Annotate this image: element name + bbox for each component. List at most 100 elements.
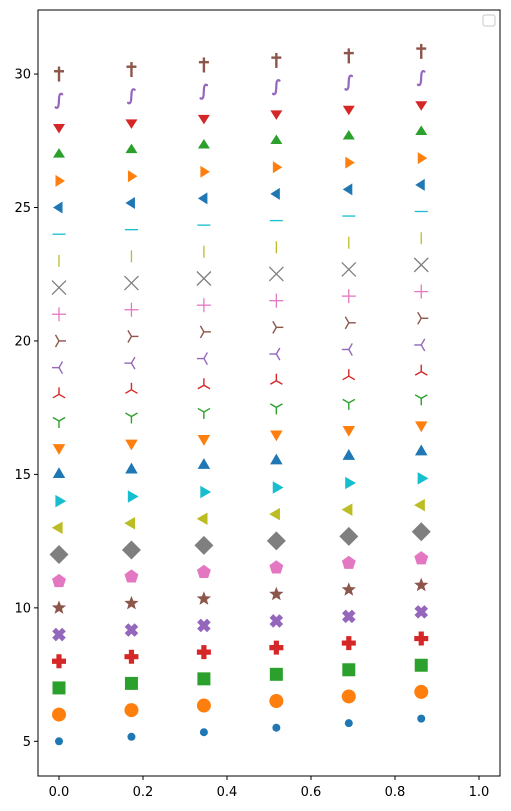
point-plus-filled-1 <box>124 649 139 664</box>
point-tri-down-0 <box>52 416 66 429</box>
data-marks <box>49 43 431 746</box>
point-plus-0 <box>52 307 66 322</box>
point-diamond-5 <box>411 522 431 542</box>
point-point-4 <box>344 719 353 728</box>
point-x-filled-2 <box>197 618 211 633</box>
point-caret-down-3 <box>270 110 283 120</box>
point-triangle-left-1 <box>124 517 136 530</box>
point-triangle-left-4 <box>341 503 353 516</box>
point-tri-down-5 <box>414 394 428 406</box>
x-tick-label: 0.0 <box>49 785 70 800</box>
point-caret-right-4 <box>345 156 355 169</box>
point-caret-left-4 <box>342 183 353 196</box>
point-point-0 <box>55 737 63 746</box>
point-tri-right-5 <box>417 311 429 325</box>
point-square-0 <box>52 681 66 695</box>
point-caret-left-3 <box>270 187 280 200</box>
point-star-4 <box>341 582 356 596</box>
legend-box <box>482 14 496 27</box>
point-integral-4 <box>344 74 354 91</box>
point-triangle-down-4 <box>342 425 356 437</box>
point-dagger-4 <box>343 48 354 64</box>
point-tri-up-2 <box>197 378 211 390</box>
point-tri-left-4 <box>341 343 353 356</box>
point-pentagon-3 <box>269 560 284 574</box>
point-x-0 <box>51 280 67 296</box>
point-x-2 <box>196 271 212 286</box>
point-tri-up-3 <box>269 373 283 385</box>
point-caret-up-4 <box>342 129 355 140</box>
point-star-3 <box>269 586 284 601</box>
point-diamond-2 <box>194 535 214 555</box>
point-plus-filled-4 <box>341 636 356 651</box>
point-x-1 <box>123 275 139 291</box>
point-caret-up-2 <box>197 139 210 149</box>
point-triangle-right-2 <box>200 485 212 499</box>
point-integral-1 <box>126 88 136 105</box>
point-tri-left-3 <box>269 347 281 361</box>
point-x-filled-3 <box>269 614 284 628</box>
point-pentagon-2 <box>196 564 211 578</box>
point-tri-right-1 <box>127 330 139 343</box>
point-triangle-up-0 <box>52 467 66 478</box>
point-caret-down-5 <box>415 101 428 111</box>
point-triangle-right-3 <box>272 481 284 494</box>
x-tick-label: 0.8 <box>385 785 406 800</box>
point-plus-filled-2 <box>196 645 211 660</box>
point-tri-left-0 <box>52 361 64 375</box>
point-caret-down-1 <box>125 119 138 129</box>
point-circle-4 <box>341 689 356 704</box>
point-triangle-down-2 <box>197 435 211 446</box>
point-pentagon-4 <box>341 555 356 569</box>
point-tri-left-1 <box>124 356 136 370</box>
point-dagger-3 <box>271 52 282 68</box>
point-tri-up-1 <box>125 382 138 394</box>
plot-frame <box>37 9 501 777</box>
point-square-1 <box>124 676 138 690</box>
point-caret-down-0 <box>53 123 65 134</box>
y-tick-label: 10 <box>14 601 31 616</box>
point-triangle-down-0 <box>52 444 66 455</box>
point-triangle-down-5 <box>415 421 428 433</box>
point-x-4 <box>341 261 357 277</box>
point-circle-0 <box>52 707 66 722</box>
point-dagger-5 <box>416 43 427 59</box>
point-diamond-0 <box>49 544 69 564</box>
point-plus-3 <box>269 293 284 308</box>
point-triangle-up-1 <box>125 462 138 474</box>
point-dagger-0 <box>54 66 64 82</box>
y-tick-label: 25 <box>14 201 31 216</box>
y-tick-label: 30 <box>14 68 31 83</box>
point-caret-right-0 <box>55 174 65 187</box>
point-caret-left-2 <box>197 192 208 205</box>
point-pentagon-0 <box>52 573 66 588</box>
point-x-filled-1 <box>124 623 139 637</box>
point-caret-left-1 <box>125 196 135 209</box>
point-triangle-up-3 <box>270 453 283 465</box>
y-tick-label: 20 <box>14 334 31 349</box>
point-plus-filled-5 <box>414 631 429 646</box>
point-x-filled-0 <box>52 627 66 642</box>
point-diamond-3 <box>266 531 286 551</box>
point-triangle-right-1 <box>127 490 139 503</box>
point-star-2 <box>196 591 212 605</box>
point-triangle-down-3 <box>270 430 283 442</box>
point-x-3 <box>268 266 284 282</box>
point-star-5 <box>414 577 429 592</box>
point-square-2 <box>197 672 211 686</box>
point-integral-0 <box>54 92 64 109</box>
x-tick-label: 1.0 <box>469 785 490 800</box>
point-tri-up-5 <box>414 364 428 376</box>
point-plus-4 <box>341 289 356 304</box>
point-triangle-up-4 <box>342 449 356 460</box>
point-x-5 <box>413 257 429 273</box>
point-triangle-left-5 <box>414 498 425 512</box>
point-circle-2 <box>196 698 211 713</box>
point-caret-right-3 <box>272 161 283 174</box>
point-integral-2 <box>199 83 209 100</box>
point-triangle-down-1 <box>125 439 138 451</box>
x-tick-label: 0.4 <box>217 785 238 800</box>
point-circle-5 <box>414 684 429 699</box>
point-caret-right-1 <box>127 170 138 183</box>
